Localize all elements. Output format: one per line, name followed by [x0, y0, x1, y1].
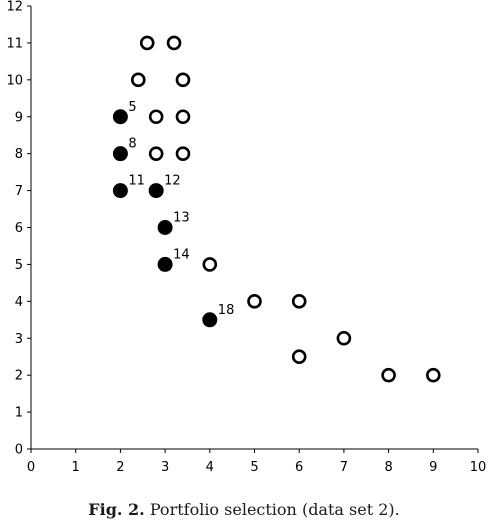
y-tick-label: 1 — [15, 406, 23, 421]
point-label: 11 — [128, 174, 145, 189]
point-label: 8 — [128, 137, 136, 152]
figure-label: Fig. 2. — [88, 500, 145, 519]
y-tick-label: 3 — [15, 332, 23, 347]
figure-caption-text: Portfolio selection (data set 2). — [149, 500, 400, 519]
x-tick-label: 10 — [470, 460, 487, 475]
x-tick-label: 4 — [206, 460, 214, 475]
y-tick-label: 7 — [15, 184, 23, 199]
hollow-point — [381, 367, 396, 383]
y-tick-label: 5 — [15, 258, 23, 273]
figure-caption: Fig. 2. Portfolio selection (data set 2)… — [0, 500, 488, 519]
x-tick-label: 8 — [384, 460, 392, 475]
point-label: 13 — [173, 211, 190, 226]
y-tick-label: 6 — [15, 221, 23, 236]
hollow-point — [148, 146, 164, 161]
point-label: 5 — [128, 100, 136, 115]
hollow-point — [202, 257, 218, 272]
hollow-point — [166, 35, 182, 51]
y-tick-label: 9 — [15, 110, 23, 125]
filled-point — [157, 256, 173, 272]
point-label: 12 — [164, 174, 181, 189]
x-axis: 0 1 2 3 4 5 6 7 8 9 10 — [27, 448, 487, 475]
x-tick-label: 0 — [27, 460, 35, 475]
hollow-point — [425, 367, 441, 383]
x-tick-label: 3 — [161, 460, 169, 475]
data-points — [112, 35, 441, 383]
x-tick-label: 7 — [340, 460, 348, 475]
hollow-point — [291, 349, 307, 365]
filled-point — [112, 109, 128, 125]
point-label: 14 — [173, 247, 190, 262]
y-tick-label: 12 — [6, 0, 23, 15]
hollow-point — [336, 330, 352, 346]
y-tick-label: 2 — [15, 369, 23, 384]
hollow-point — [139, 35, 155, 51]
filled-point — [112, 183, 128, 199]
hollow-point — [175, 146, 191, 161]
y-tick-label: 10 — [6, 73, 23, 88]
y-tick-label: 4 — [15, 295, 23, 310]
y-tick-label: 0 — [15, 443, 23, 458]
x-tick-label: 5 — [250, 460, 258, 475]
hollow-point — [247, 294, 262, 309]
hollow-point — [130, 72, 146, 88]
filled-point — [202, 312, 218, 328]
point-labels: 5 8 11 12 13 14 18 — [128, 100, 234, 318]
x-tick-label: 9 — [429, 460, 437, 475]
hollow-point — [175, 109, 191, 125]
x-tick-label: 1 — [72, 460, 80, 475]
filled-point — [112, 146, 128, 162]
filled-point — [148, 183, 164, 199]
x-tick-label: 2 — [116, 460, 124, 475]
y-tick-label: 8 — [15, 147, 23, 162]
x-tick-label: 6 — [295, 460, 303, 475]
hollow-point — [175, 72, 191, 88]
hollow-point — [148, 109, 164, 125]
filled-point — [157, 220, 173, 235]
hollow-point — [291, 294, 307, 309]
y-tick-label: 11 — [6, 36, 23, 51]
point-label: 18 — [218, 303, 235, 318]
